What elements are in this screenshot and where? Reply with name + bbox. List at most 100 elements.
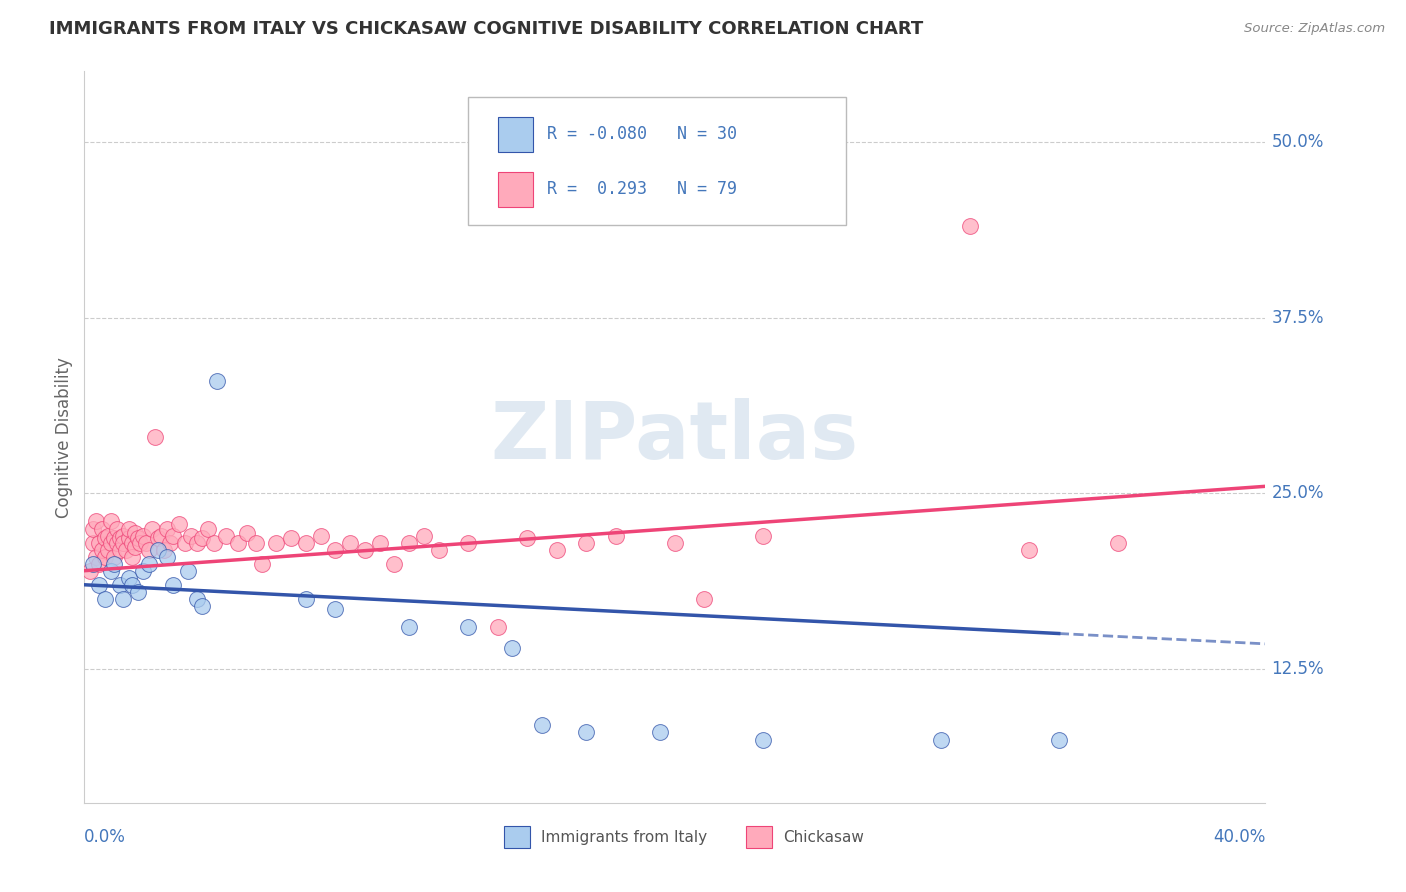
Point (100, 564, 122, 578)
Point (132, 564, 155, 578)
Point (127, 532, 149, 546)
Point (516, 532, 538, 546)
Point (148, 542, 170, 557)
Point (156, 549, 179, 564)
Point (91, 542, 114, 557)
Point (1018, 542, 1040, 557)
Point (162, 528, 184, 542)
Point (325, 542, 347, 557)
Point (84, 549, 107, 564)
Point (162, 578, 184, 592)
Point (108, 542, 131, 557)
Point (97, 528, 120, 542)
Point (135, 535, 157, 549)
Point (121, 578, 143, 592)
Point (141, 521, 163, 535)
Point (87, 557, 111, 571)
Point (531, 718, 554, 732)
Point (87, 535, 111, 549)
Point (752, 732, 775, 747)
Point (382, 557, 406, 571)
Point (173, 535, 195, 549)
Point (202, 535, 225, 549)
Point (108, 578, 131, 592)
Text: ZIPatlas: ZIPatlas (491, 398, 859, 476)
Point (124, 540, 146, 554)
Point (124, 525, 146, 540)
Point (111, 591, 134, 606)
Point (250, 557, 273, 571)
Point (191, 532, 214, 546)
Point (100, 535, 122, 549)
Point (87, 578, 111, 592)
Point (693, 591, 716, 606)
Point (339, 535, 361, 549)
Point (114, 542, 136, 557)
Text: IMMIGRANTS FROM ITALY VS CHICKASAW COGNITIVE DISABILITY CORRELATION CHART: IMMIGRANTS FROM ITALY VS CHICKASAW COGNI… (49, 21, 924, 38)
Point (121, 549, 143, 564)
Point (295, 535, 318, 549)
Point (177, 564, 200, 578)
Point (159, 535, 181, 549)
Point (167, 517, 190, 532)
Point (127, 584, 149, 599)
Point (413, 528, 436, 542)
Point (398, 535, 420, 549)
Point (82, 557, 104, 571)
Point (94, 532, 117, 546)
Point (105, 521, 128, 535)
Point (180, 528, 202, 542)
Point (121, 535, 143, 549)
Point (103, 549, 125, 564)
Point (108, 532, 131, 546)
Point (97, 542, 120, 557)
Point (280, 532, 302, 546)
Point (427, 542, 450, 557)
Point (959, 219, 981, 233)
FancyBboxPatch shape (468, 97, 846, 225)
Point (94, 549, 117, 564)
Point (929, 732, 952, 747)
Point (664, 535, 686, 549)
Point (197, 521, 219, 535)
Point (546, 542, 568, 557)
Point (309, 528, 332, 542)
Point (457, 535, 479, 549)
Point (129, 535, 152, 549)
Point (650, 725, 672, 739)
Point (132, 528, 155, 542)
Point (153, 542, 176, 557)
Point (226, 535, 249, 549)
Point (111, 535, 134, 549)
Point (398, 620, 420, 634)
Point (575, 535, 598, 549)
Point (94, 591, 117, 606)
Text: 25.0%: 25.0% (1271, 484, 1324, 502)
Point (186, 535, 208, 549)
Point (575, 725, 598, 739)
Point (191, 599, 214, 613)
Point (84, 515, 107, 529)
Point (100, 515, 122, 529)
Point (295, 591, 318, 606)
Point (103, 557, 125, 571)
Point (103, 532, 125, 546)
Point (1107, 535, 1129, 549)
Point (143, 430, 166, 444)
FancyBboxPatch shape (498, 171, 533, 207)
FancyBboxPatch shape (503, 826, 530, 848)
Text: Immigrants from Italy: Immigrants from Italy (541, 830, 707, 846)
Point (501, 641, 523, 656)
Point (91, 521, 114, 535)
Point (207, 374, 229, 388)
Point (354, 542, 377, 557)
Point (368, 535, 391, 549)
Point (118, 532, 141, 546)
Text: 40.0%: 40.0% (1213, 828, 1265, 847)
Text: 0.0%: 0.0% (84, 828, 127, 847)
Point (325, 601, 347, 615)
Point (82, 521, 104, 535)
FancyBboxPatch shape (498, 117, 533, 152)
Point (215, 528, 238, 542)
Text: 50.0%: 50.0% (1271, 133, 1323, 151)
